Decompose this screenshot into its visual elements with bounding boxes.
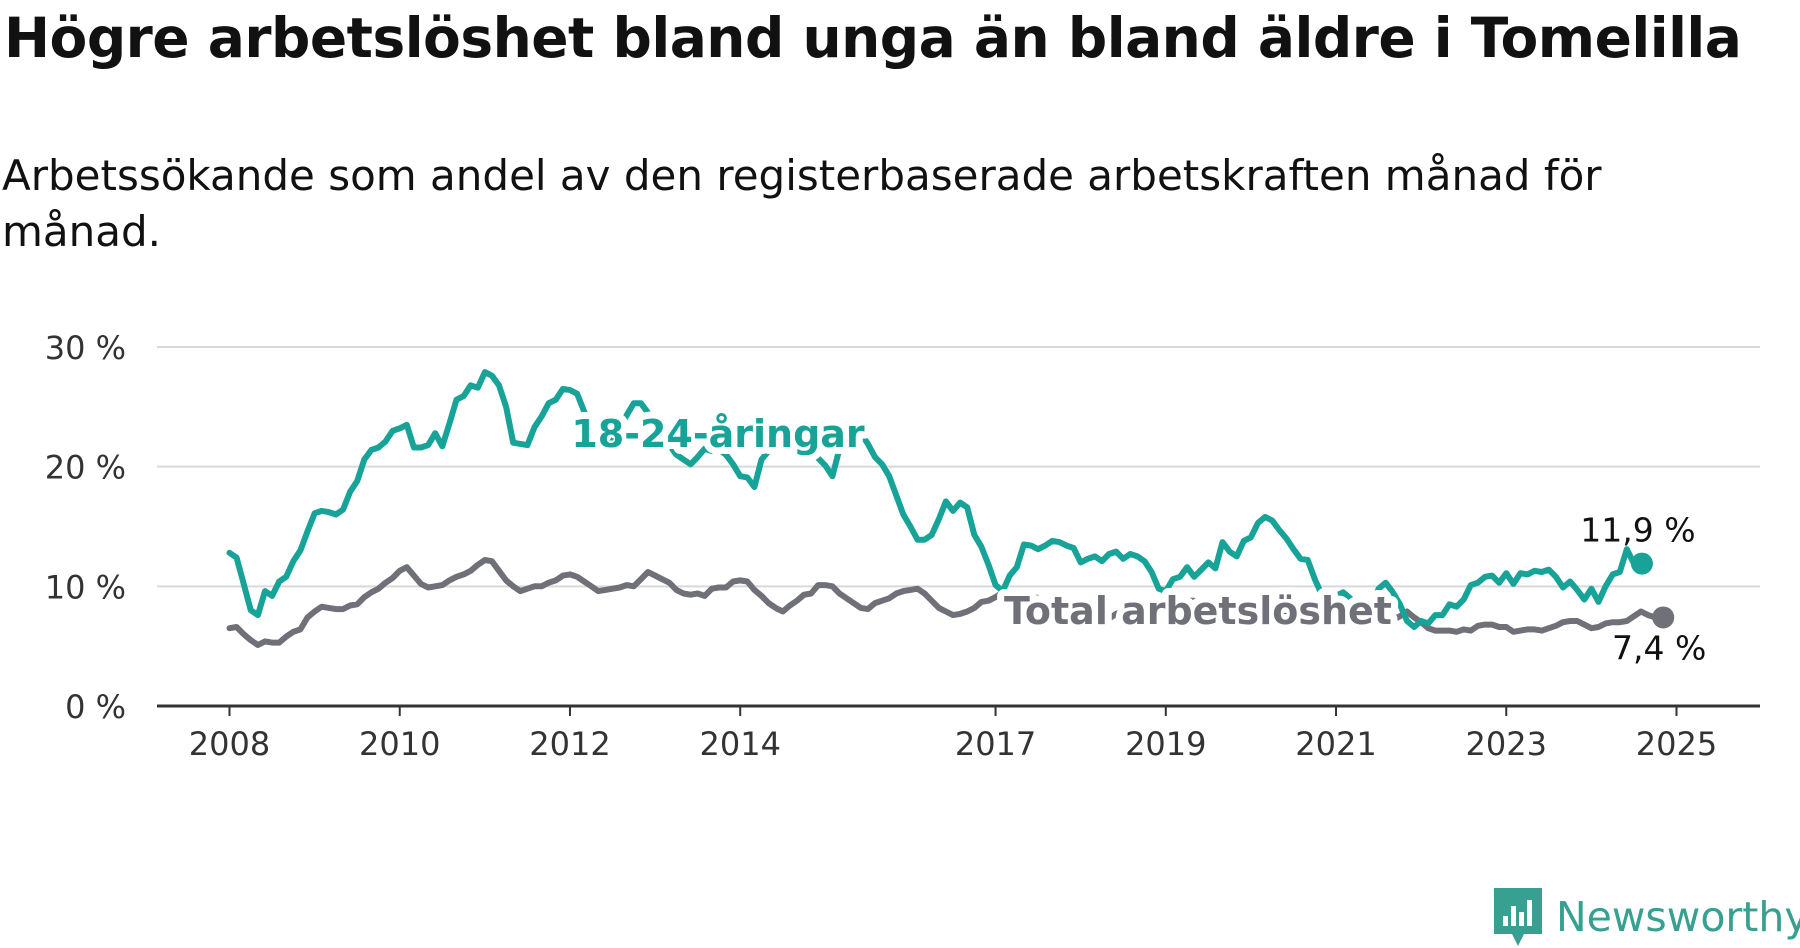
brand: Newsworthy	[1494, 886, 1800, 948]
end-value-young: 11,9 %	[1580, 511, 1695, 550]
end-value-total: 7,4 %	[1612, 628, 1706, 667]
x-tick-label: 2023	[1466, 725, 1547, 763]
x-tick-label: 2008	[189, 725, 270, 763]
series-lines	[226, 369, 1675, 648]
y-tick-label: 10 %	[45, 568, 126, 606]
x-tick-label: 2019	[1125, 725, 1206, 763]
y-tick-label: 30 %	[45, 329, 126, 367]
newsworthy-logo-icon	[1494, 888, 1542, 946]
series-label-young: 18-24-åringar	[571, 412, 865, 456]
x-tick-label: 2017	[955, 725, 1036, 763]
x-tick-label: 2012	[529, 725, 610, 763]
series-line-total	[226, 557, 1659, 648]
x-tick-label: 2010	[359, 725, 440, 763]
series-label-total: Total arbetslöshet	[1004, 589, 1392, 633]
y-tick-label: 20 %	[45, 449, 126, 487]
y-axis-tick-labels: 0 % 10 % 20 % 30 %	[45, 329, 126, 726]
end-dot-total	[1652, 606, 1675, 629]
chart-title: Högre arbetslöshet bland unga än bland ä…	[4, 6, 1742, 70]
series-labels: 11,9 % 7,4 % 18-24-åringar Total arbetslösh…	[564, 405, 1706, 667]
end-dot-young	[1630, 552, 1653, 575]
series-line-young	[226, 369, 1637, 630]
x-axis: 2008 2010 2012 2014 2017 2019 2021 2023 2025	[157, 704, 1760, 763]
brand-name: Newsworthy	[1556, 893, 1800, 941]
x-tick-label: 2025	[1636, 725, 1717, 763]
x-tick-label: 2014	[699, 725, 780, 763]
chart-subtitle: Arbetssökande som andel av den registerb…	[2, 151, 1602, 256]
x-tick-label: 2021	[1295, 725, 1376, 763]
y-tick-label: 0 %	[65, 688, 126, 726]
gridlines	[157, 346, 1760, 588]
